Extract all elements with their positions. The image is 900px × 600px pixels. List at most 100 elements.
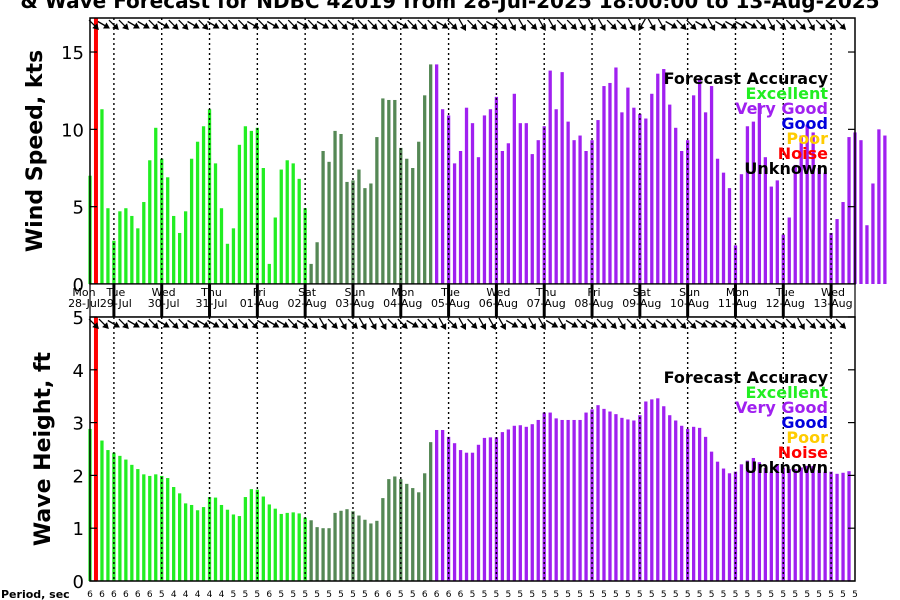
period-value: 6 [99, 590, 105, 600]
period-value: 6 [374, 590, 380, 600]
direction-arrow [705, 319, 718, 328]
bar [345, 181, 349, 284]
bar [686, 140, 690, 284]
bar [518, 123, 522, 284]
direction-arrow [218, 19, 229, 30]
bar [387, 99, 391, 284]
bar [357, 169, 361, 284]
bar [542, 412, 546, 581]
bar [100, 109, 104, 285]
direction-arrow [287, 19, 299, 30]
day-of-week-label: Tue [105, 286, 125, 299]
bar [243, 126, 248, 284]
direction-arrow [666, 318, 677, 329]
direction-arrow [725, 20, 738, 29]
date-label: 13-Aug [813, 297, 852, 310]
y-tick-label: 5 [73, 198, 84, 219]
direction-arrow [528, 317, 536, 331]
bar [715, 158, 720, 284]
bar [488, 109, 493, 285]
period-value: 6 [422, 590, 428, 600]
day-of-week-label: Sat [298, 286, 317, 299]
period-value: 5 [338, 590, 344, 600]
period-value: 5 [254, 590, 260, 600]
bar [494, 96, 499, 285]
period-value: 5 [231, 590, 237, 600]
direction-arrow [357, 19, 368, 30]
bar [632, 420, 636, 581]
bar [142, 474, 146, 581]
bar [411, 168, 415, 284]
bar [482, 115, 487, 285]
bar [733, 471, 738, 581]
direction-arrow [237, 318, 249, 329]
direction-arrow [638, 18, 646, 32]
period-value: 6 [434, 590, 440, 600]
direction-arrow [198, 19, 209, 30]
bar [644, 401, 648, 581]
direction-arrow [118, 318, 129, 329]
direction-arrow [178, 19, 189, 30]
bar [817, 470, 821, 581]
direction-arrow [137, 20, 150, 29]
period-value: 5 [398, 590, 404, 600]
bar [536, 140, 540, 284]
bar [721, 172, 726, 284]
period-value: 5 [733, 590, 739, 600]
bar [279, 513, 283, 581]
bar [458, 151, 463, 284]
bar [656, 398, 660, 581]
bar [255, 489, 259, 581]
y-tick-label: 0 [73, 275, 84, 296]
direction-arrow [227, 19, 239, 30]
bar [691, 426, 696, 581]
bar [231, 514, 236, 581]
bar [482, 437, 487, 581]
direction-arrow [755, 318, 767, 329]
bar [650, 399, 654, 581]
date-label: 12-Aug [766, 297, 805, 310]
bar [106, 208, 110, 284]
bar [841, 202, 845, 284]
bar [841, 472, 845, 581]
bar [154, 474, 158, 581]
bar [375, 520, 379, 581]
bar [560, 72, 564, 284]
date-label: 01-Aug [240, 297, 279, 310]
bar [273, 508, 277, 581]
direction-arrow [266, 319, 280, 328]
bar [189, 504, 194, 581]
date-label: 31-Jul [196, 297, 228, 310]
period-value: 5 [757, 590, 763, 600]
period-value: 6 [386, 590, 392, 600]
bar [626, 87, 630, 284]
bar [847, 471, 851, 581]
bar [435, 429, 439, 581]
direction-arrow [785, 19, 797, 30]
direction-arrow [327, 19, 338, 30]
bar [423, 95, 427, 284]
period-value: 6 [458, 590, 464, 600]
bar [440, 109, 445, 285]
bar [106, 450, 110, 581]
bar [160, 158, 164, 284]
direction-arrow [686, 19, 697, 30]
direction-arrow [617, 317, 626, 331]
wind-panel: 0 5 10 15 Wind Speed, kts Forecast Accuracy… [23, 17, 887, 296]
bar [178, 232, 182, 284]
bar [393, 99, 397, 284]
period-value: 5 [159, 590, 165, 600]
bar [195, 141, 200, 284]
bar [680, 151, 684, 284]
bar [632, 107, 636, 284]
period-value: 6 [266, 590, 272, 600]
direction-arrow [566, 19, 578, 30]
bar [566, 419, 570, 581]
wind-day-lines [113, 18, 832, 284]
direction-arrow [406, 319, 419, 328]
bar [327, 161, 331, 284]
bar [727, 188, 732, 284]
bar [823, 471, 827, 581]
direction-arrow [636, 318, 647, 329]
direction-arrow [168, 318, 179, 329]
